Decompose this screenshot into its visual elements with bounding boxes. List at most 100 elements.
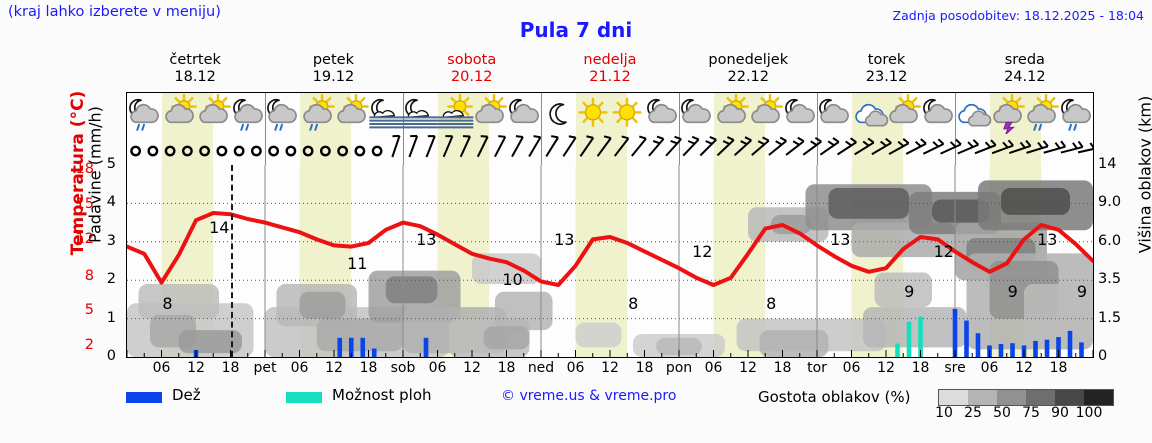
temperature-curve bbox=[127, 211, 1093, 287]
current-time-marker bbox=[230, 165, 233, 357]
day-header-3: nedelja 21.12 bbox=[541, 52, 679, 88]
day-date: 24.12 bbox=[1004, 69, 1046, 85]
weather-icon-sun-cloud bbox=[331, 93, 371, 134]
daylight-band bbox=[575, 93, 628, 135]
day-separator bbox=[265, 93, 266, 135]
precip-tick-0: 0 bbox=[106, 348, 116, 364]
weather-icon-sun-cloud bbox=[745, 93, 785, 134]
cloud-blob-21 bbox=[828, 188, 909, 219]
day-date: 22.12 bbox=[727, 69, 770, 85]
hour-label-12-25: 12 bbox=[1015, 360, 1033, 376]
day-separator bbox=[817, 135, 818, 165]
precip-tick-5: 5 bbox=[106, 156, 116, 172]
temp-annotation-13-9: 13 bbox=[830, 230, 850, 249]
day-header-2: sobota 20.12 bbox=[403, 52, 541, 88]
weather-icon-moon-cloud bbox=[676, 94, 716, 134]
day-separator bbox=[679, 93, 680, 135]
meteogram-svg: 8 14 11 13 10 13 8 12 8 13 9 12 9 13 9 bbox=[127, 165, 1093, 357]
hour-label-pon-15: pon bbox=[665, 360, 693, 376]
day-name: četrtek bbox=[169, 52, 221, 68]
cloud-blob-3 bbox=[178, 330, 242, 354]
cloud-blob-24 bbox=[863, 307, 967, 348]
temp-annotation-13-3: 13 bbox=[416, 230, 436, 249]
precip-bar-2-2 bbox=[918, 316, 923, 357]
day-header-0: četrtek 18.12 bbox=[126, 52, 264, 88]
cloud-tick-3.5: 3.5 bbox=[1098, 271, 1122, 288]
cloud-ramp-step-75 bbox=[1026, 390, 1055, 405]
graph-plot-area: 8 14 11 13 10 13 8 12 8 13 9 12 9 13 9 bbox=[127, 165, 1093, 357]
legend: Dež Možnost ploh © vreme.us & vreme.pro … bbox=[126, 386, 1146, 422]
weather-icon-moon-cloud bbox=[780, 94, 820, 134]
precip-tick-3: 3 bbox=[106, 232, 116, 249]
weather-icon-sun-thunder bbox=[987, 93, 1027, 136]
copyright-link[interactable]: © vreme.us & vreme.pro bbox=[501, 388, 677, 404]
precip-bar-0-9 bbox=[952, 309, 958, 357]
precip-bar-0-11 bbox=[975, 333, 981, 357]
hour-label-06-0: 06 bbox=[152, 360, 171, 376]
day-date: 18.12 bbox=[174, 69, 216, 85]
cloud-blob-15 bbox=[575, 322, 622, 348]
day-header-6: sreda 24.12 bbox=[956, 52, 1094, 88]
temp-annotation-12-11: 12 bbox=[934, 242, 954, 261]
day-separator bbox=[955, 135, 956, 165]
day-separator bbox=[955, 93, 956, 135]
cloud-tick-6.0: 6.0 bbox=[1098, 232, 1122, 249]
precip-bar-1-0 bbox=[337, 337, 343, 357]
weather-icon-moon-cloud-drizzle bbox=[1056, 94, 1096, 134]
hour-label-18-18: 18 bbox=[773, 360, 792, 376]
hour-label-18-6: 18 bbox=[359, 360, 378, 376]
location-hint[interactable]: (kraj lahko izberete v meniju) bbox=[8, 4, 221, 20]
temp-annotation-12-7: 12 bbox=[692, 242, 712, 261]
weather-icon-sun-cloud bbox=[711, 93, 751, 134]
temp-tick-12: 12 bbox=[75, 231, 94, 247]
precip-bar-0-18 bbox=[1056, 337, 1061, 357]
cloud-ramp-label-100: 100 bbox=[1075, 405, 1103, 421]
weather-icon-cloud-overcast bbox=[952, 94, 992, 134]
day-date: 19.12 bbox=[312, 69, 355, 85]
precip-bar-0-13 bbox=[998, 343, 1004, 357]
temp-annotation-8-8: 8 bbox=[766, 294, 776, 313]
weather-icon-sun-clear bbox=[607, 94, 647, 134]
weather-icon-row bbox=[127, 93, 1096, 136]
temp-annotation-14-1: 14 bbox=[209, 218, 229, 237]
hour-label-06-16: 06 bbox=[704, 360, 723, 376]
weather-icon-moon-cloud bbox=[642, 94, 682, 134]
precip-tick-2: 2 bbox=[106, 271, 116, 288]
weather-icon-moon-cloud-drizzle bbox=[262, 94, 302, 134]
cloud-density-colorramp bbox=[938, 389, 1114, 406]
temp-annotation-8-6: 8 bbox=[628, 294, 638, 313]
precip-bar-2-0 bbox=[895, 343, 900, 357]
day-name: sreda bbox=[1004, 52, 1045, 68]
precip-tick-1: 1 bbox=[106, 309, 116, 326]
day-separator bbox=[265, 135, 266, 165]
cloud-blob-6 bbox=[299, 291, 346, 319]
day-name: ponedeljek bbox=[708, 52, 789, 68]
rain-legend-swatch bbox=[126, 392, 162, 403]
cloud-density-ramp-labels: 10 25 50 75 90 100 bbox=[932, 405, 1132, 421]
cloud-ramp-step-25 bbox=[968, 390, 997, 405]
cloud-tick-14: 14 bbox=[1098, 156, 1117, 172]
hour-label-sre-23: sre bbox=[944, 360, 966, 376]
cloud-density-legend-label: Gostota oblakov (%) bbox=[758, 388, 911, 406]
temp-annotation-10-4: 10 bbox=[502, 270, 522, 289]
weather-icon-moon-clear bbox=[538, 94, 578, 134]
weather-icon-sun-fog bbox=[435, 93, 475, 134]
day-separator bbox=[541, 135, 542, 165]
temp-annotation-9-12: 9 bbox=[1008, 282, 1018, 301]
day-date: 21.12 bbox=[589, 69, 631, 85]
precip-bar-1-4 bbox=[423, 337, 429, 357]
hour-label-sob-7: sob bbox=[390, 360, 416, 376]
cloud-blob-9 bbox=[385, 276, 438, 304]
hour-label-pet-3: pet bbox=[253, 360, 277, 376]
hour-label-18-14: 18 bbox=[635, 360, 654, 376]
hour-label-12-5: 12 bbox=[325, 360, 343, 376]
precip-bar-0-19 bbox=[1067, 330, 1073, 357]
cloud-ramp-label-50: 50 bbox=[993, 405, 1011, 421]
day-separator bbox=[679, 135, 680, 165]
hour-label-12-9: 12 bbox=[463, 360, 481, 376]
cloud-height-axis-title: Višina oblakov (km) bbox=[1135, 95, 1152, 254]
temp-tick-15: 15 bbox=[75, 196, 94, 212]
weather-icon-moon-cloud bbox=[504, 94, 544, 134]
day-separator bbox=[541, 93, 542, 135]
weather-icon-sun-cloud-drizzle bbox=[1021, 93, 1061, 134]
